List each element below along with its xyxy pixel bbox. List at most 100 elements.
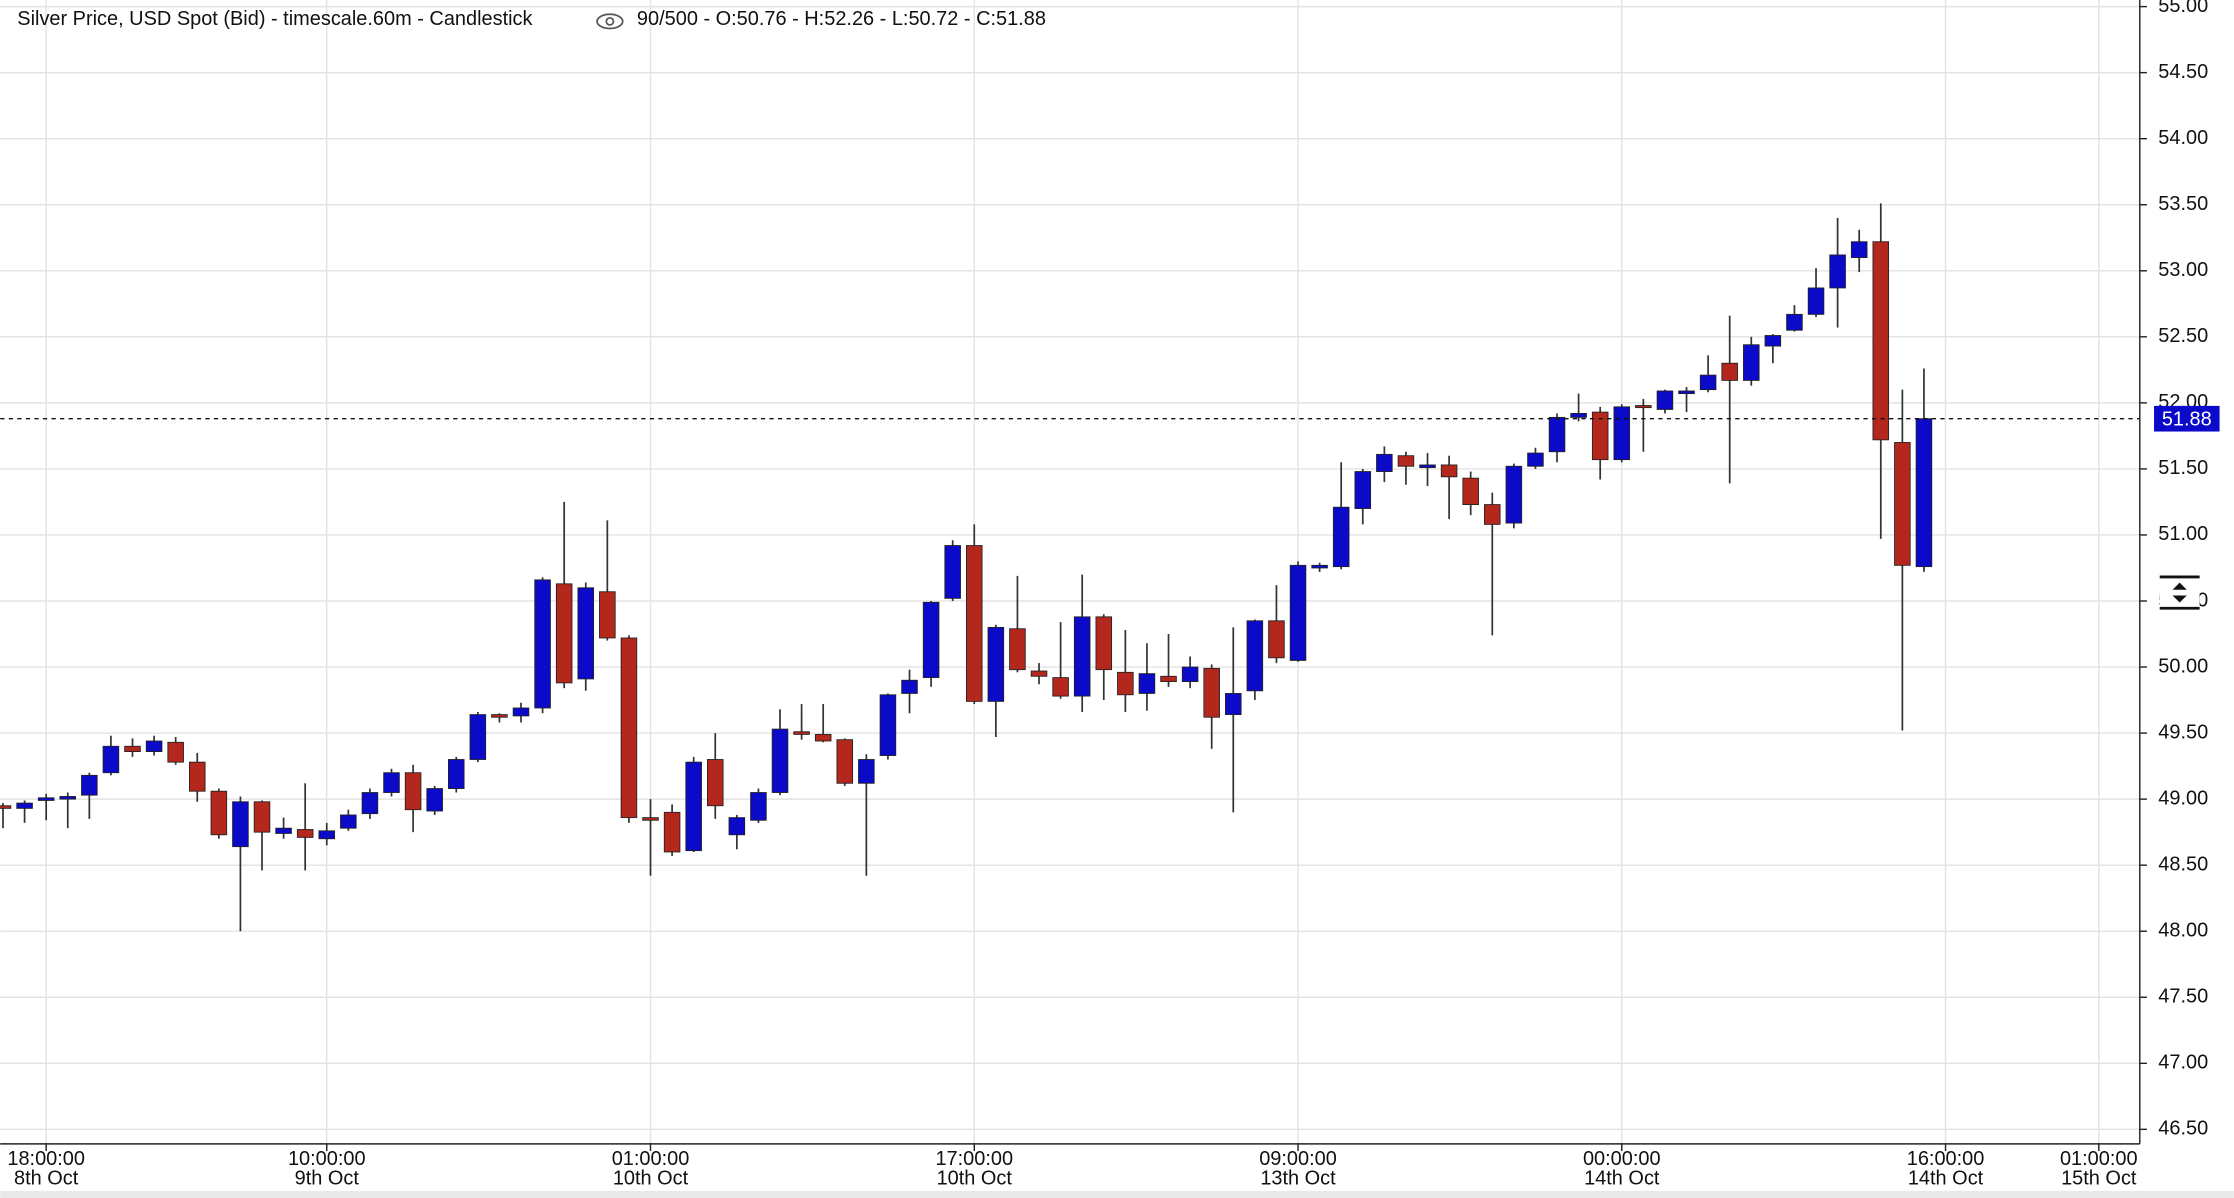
candle-body — [987, 626, 1005, 702]
candle-body — [1181, 666, 1199, 682]
candle-body — [599, 591, 616, 639]
x-tick-label: 09:00:00 — [1259, 1148, 1337, 1170]
scale-handle[interactable] — [2159, 574, 2200, 612]
candle-body — [253, 801, 271, 833]
candle-body — [340, 814, 357, 829]
candle-body — [102, 745, 120, 774]
y-tick-label: 54.50 — [2158, 61, 2208, 83]
candle-body — [1807, 287, 1825, 315]
grid — [0, 0, 2147, 1151]
last-price-label: 51.88 — [2162, 408, 2212, 430]
candle-body — [1505, 465, 1523, 524]
eye-icon[interactable] — [596, 13, 624, 30]
candle-body — [81, 774, 98, 796]
candle-body — [145, 740, 163, 752]
y-tick-label: 54.00 — [2158, 127, 2208, 149]
y-tick-label: 53.50 — [2158, 193, 2208, 215]
y-tick-label: 51.50 — [2158, 457, 2208, 479]
candle-body — [1699, 374, 1717, 391]
candle-body — [1009, 628, 1026, 671]
x-tick-date: 10th Oct — [937, 1168, 1013, 1190]
candle-body — [577, 587, 595, 680]
candle-body — [37, 797, 55, 801]
candle-body — [59, 796, 77, 800]
candle-body — [167, 741, 184, 763]
candle-body — [922, 601, 940, 679]
candle-body — [1721, 362, 1738, 381]
candle-body — [1829, 254, 1846, 289]
candle-body — [1052, 677, 1069, 697]
candle-body — [836, 739, 854, 784]
candle-body — [1030, 670, 1048, 677]
candle-body — [1440, 464, 1458, 478]
candle-body — [1678, 390, 1695, 395]
candle-body — [404, 772, 422, 811]
x-tick-date: 13th Oct — [1260, 1168, 1336, 1190]
candle-body — [728, 817, 746, 836]
candles — [0, 203, 2140, 932]
candle-body — [1462, 477, 1479, 505]
x-tick-label: 10:00:00 — [288, 1148, 366, 1170]
candle-body — [1894, 442, 1911, 566]
candle-body — [1138, 673, 1156, 694]
candle-body — [0, 805, 12, 809]
candle-body — [793, 731, 810, 735]
candle-body — [275, 827, 292, 834]
candle-body — [1397, 455, 1415, 467]
candle-body — [210, 790, 228, 836]
chart-title: Silver Price, USD Spot (Bid) - timescale… — [17, 8, 532, 30]
x-tick-label: 00:00:00 — [1583, 1148, 1661, 1170]
candle-body — [642, 817, 659, 821]
x-tick-date: 14th Oct — [1908, 1168, 1984, 1190]
candle-body — [663, 811, 681, 853]
candle-body — [447, 759, 465, 789]
x-tick-date: 10th Oct — [613, 1168, 689, 1190]
candle-body — [426, 788, 443, 812]
candle-body — [361, 792, 379, 815]
bottom-strip — [0, 1190, 2234, 1198]
candle-body — [555, 583, 573, 684]
candle-body — [771, 728, 789, 793]
last-price-box — [2154, 405, 2220, 432]
x-tick-label: 01:00:00 — [612, 1148, 690, 1170]
y-tick-label: 53.00 — [2158, 259, 2208, 281]
candle-body — [1613, 406, 1631, 461]
candle-body — [1073, 616, 1091, 697]
candle-body — [707, 759, 724, 807]
y-tick-label: 48.00 — [2158, 919, 2208, 941]
candle-body — [534, 579, 551, 709]
candle-body — [1225, 693, 1242, 716]
candle-body — [1376, 453, 1393, 472]
candle-body — [1289, 564, 1307, 661]
candle-body — [620, 637, 638, 819]
y-tick-label: 55.00 — [2158, 0, 2208, 17]
candle-body — [1591, 411, 1609, 461]
y-tick-label: 47.50 — [2158, 986, 2208, 1008]
x-tick-label: 18:00:00 — [7, 1148, 85, 1170]
y-tick-label: 46.50 — [2158, 1118, 2208, 1140]
candle-body — [512, 707, 530, 717]
candle-body — [1786, 313, 1803, 331]
x-tick-label: 01:00:00 — [2060, 1148, 2138, 1170]
y-tick-label: 47.00 — [2158, 1052, 2208, 1074]
x-tick-date: 14th Oct — [1584, 1168, 1660, 1190]
candle-body — [1419, 464, 1436, 469]
candle-body — [966, 545, 983, 702]
candle-body — [944, 545, 961, 599]
candle-body — [1743, 344, 1760, 381]
candle-body — [750, 792, 767, 821]
axis-labels: 46.50 47.00 47.50 48.00 48.50 49.00 49.50 50.00… — [7, 0, 2220, 1190]
x-tick-date: 9th Oct — [295, 1168, 360, 1190]
candle-body — [1484, 504, 1501, 525]
candle-body — [1268, 620, 1285, 659]
candle-body — [1527, 452, 1544, 467]
y-tick-label: 51.00 — [2158, 523, 2208, 545]
candle-body — [1332, 506, 1350, 568]
candle-body — [685, 761, 702, 852]
candle-body — [1160, 675, 1177, 682]
candle-body — [232, 801, 249, 848]
candle-body — [1548, 416, 1566, 453]
candle-body — [469, 714, 487, 760]
candle-body — [188, 761, 206, 792]
